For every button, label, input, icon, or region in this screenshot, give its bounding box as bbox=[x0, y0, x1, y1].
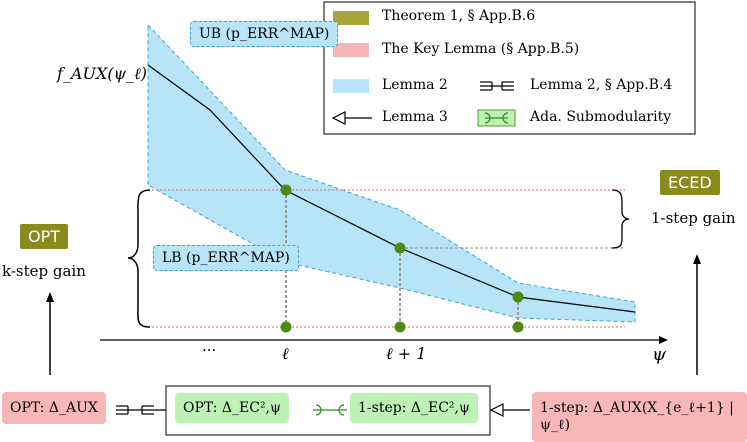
curve-point-2 bbox=[394, 242, 406, 254]
opt-delta-ec-box: OPT: Δ_EC²,ψ bbox=[175, 393, 289, 423]
one-step-delta-ec-box: 1-step: Δ_EC²,ψ bbox=[350, 393, 478, 423]
left-brace bbox=[127, 189, 151, 328]
left-up-arrowhead bbox=[46, 292, 54, 302]
legend-swatch-lemma2 bbox=[333, 79, 369, 93]
curve-point-1 bbox=[280, 184, 292, 196]
one-step-gain-label: 1-step gain bbox=[651, 209, 736, 227]
legend-swatch-theorem bbox=[333, 11, 369, 25]
legend-connector-icon bbox=[480, 81, 514, 91]
upper-bound-label: UB (p_ERR^MAP) bbox=[190, 21, 339, 47]
x-tick-l: ℓ bbox=[282, 344, 289, 363]
k-step-gain-label: k-step gain bbox=[2, 262, 86, 280]
one-step-delta-aux-box: 1-step: Δ_AUX(X_{e_ℓ+1} | ψ_ℓ) bbox=[532, 392, 747, 442]
right-up-arrowhead bbox=[693, 254, 701, 264]
bottom-connector-left bbox=[116, 405, 166, 415]
lower-bound-label: LB (p_ERR^MAP) bbox=[153, 245, 299, 271]
opt-tag: OPT bbox=[20, 224, 69, 249]
x-tick-l-plus-1: ℓ + 1 bbox=[386, 344, 427, 363]
x-axis-arrowhead bbox=[659, 336, 668, 344]
legend-label-ada: Ada. Submodularity bbox=[530, 109, 672, 125]
legend-label-lemma3: Lemma 3 bbox=[382, 109, 448, 125]
legend-label-keylemma: The Key Lemma (§ App.B.5) bbox=[382, 41, 580, 57]
x-tick-dots: ··· bbox=[202, 341, 217, 359]
legend-arrow-icon bbox=[331, 111, 372, 125]
curve-point-3 bbox=[512, 291, 524, 303]
legend-swatch-keylemma bbox=[333, 43, 369, 57]
opt-delta-aux-box: OPT: Δ_AUX bbox=[2, 392, 106, 424]
axis-point-2 bbox=[394, 321, 406, 333]
x-axis-label: ψ bbox=[652, 344, 667, 365]
legend-label-lemma2: Lemma 2 bbox=[382, 77, 448, 93]
f-aux-curve bbox=[147, 64, 636, 313]
axis-point-1 bbox=[280, 321, 292, 333]
eced-tag: ECED bbox=[660, 170, 720, 195]
right-brace bbox=[611, 189, 630, 249]
legend-label-lemma2-ref: Lemma 2, § App.B.4 bbox=[530, 77, 673, 93]
bottom-arrow-right bbox=[489, 403, 530, 417]
y-curve-label: f_AUX(ψ_ℓ) bbox=[57, 64, 148, 83]
bottom-green-connector bbox=[313, 404, 347, 416]
legend-label-theorem: Theorem 1, § App.B.6 bbox=[382, 8, 536, 24]
legend-green-connector-icon bbox=[477, 109, 516, 127]
axis-point-3 bbox=[512, 321, 524, 333]
